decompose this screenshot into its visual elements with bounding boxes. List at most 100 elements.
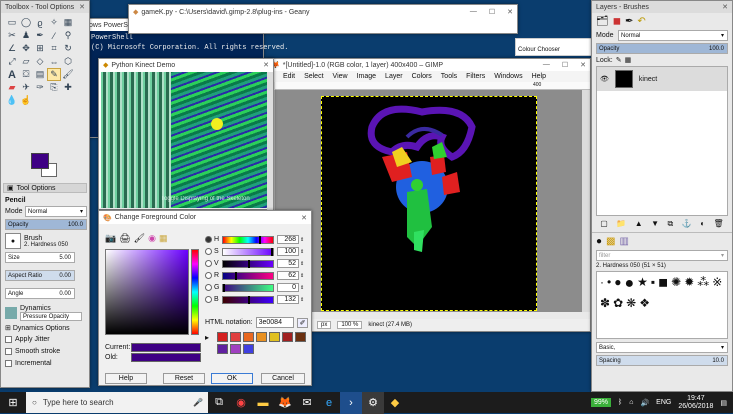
spacing-slider[interactable]: Spacing 10.0 bbox=[596, 355, 728, 366]
rect-select-icon[interactable]: ▭ bbox=[7, 17, 17, 27]
aspect-ratio-slider[interactable]: Aspect Ratio 0.00 bbox=[5, 270, 75, 281]
zoom-icon[interactable]: ⚲ bbox=[64, 30, 72, 40]
close-icon[interactable]: ✕ bbox=[79, 4, 85, 11]
kinect-demo-window[interactable]: ◆ Python Kinect Demo ✕ Toggle Displaying… bbox=[98, 58, 274, 210]
layer-mode-select[interactable]: Normal ▾ bbox=[618, 30, 728, 41]
brush-item[interactable]: ※ bbox=[712, 275, 723, 289]
battery-badge[interactable]: 99% bbox=[590, 398, 611, 407]
dynamics-select[interactable]: Pressure Opacity bbox=[20, 312, 82, 321]
raise-layer-icon[interactable]: ▲ bbox=[634, 219, 643, 228]
channel-radio[interactable] bbox=[205, 272, 212, 279]
foreground-color[interactable] bbox=[31, 153, 49, 169]
smudge-icon[interactable]: ☝ bbox=[20, 95, 32, 105]
watercolor-selector-icon[interactable]: ▦ bbox=[158, 233, 168, 243]
history-swatch[interactable] bbox=[269, 332, 280, 342]
canvas-area[interactable] bbox=[275, 90, 583, 312]
mask-icon[interactable]: ◐ bbox=[700, 219, 706, 228]
dynamics-options-expander[interactable]: ⊞ Dynamics Options bbox=[5, 325, 70, 332]
color-swatches[interactable] bbox=[31, 153, 59, 179]
brush-item[interactable]: ● bbox=[624, 275, 635, 292]
align-icon[interactable]: ⊞ bbox=[36, 43, 44, 53]
colour-chooser-tab[interactable]: Colour Chooser bbox=[515, 38, 593, 56]
brush-item[interactable]: ❋ bbox=[626, 296, 637, 310]
brush-item[interactable]: ◼ bbox=[658, 275, 669, 289]
spin-icon[interactable]: ⇕ bbox=[300, 236, 305, 243]
channel-value[interactable]: 62 bbox=[277, 271, 299, 280]
spin-icon[interactable]: ⇕ bbox=[300, 272, 305, 279]
history-swatch[interactable] bbox=[243, 332, 254, 342]
task-view-icon[interactable]: ⧉ bbox=[215, 396, 223, 408]
eyedropper-icon[interactable]: ✐ bbox=[296, 317, 309, 328]
help-button[interactable]: Help bbox=[105, 373, 147, 384]
zoom-select[interactable]: 100 % bbox=[337, 321, 363, 329]
menu-windows[interactable]: Windows bbox=[494, 73, 523, 80]
cmyk-selector-icon[interactable]: 🖨 bbox=[119, 233, 131, 243]
history-swatch[interactable] bbox=[230, 344, 241, 354]
incremental-checkbox[interactable]: Incremental bbox=[5, 360, 87, 367]
paintbrush-icon[interactable]: 🖌 bbox=[62, 69, 74, 79]
smooth-stroke-checkbox[interactable]: Smooth stroke bbox=[5, 348, 87, 355]
clone-icon[interactable]: ⎘ bbox=[50, 82, 58, 92]
measure-icon[interactable]: ∠ bbox=[7, 43, 17, 53]
patterns-tab-icon[interactable]: ▩ bbox=[606, 236, 616, 247]
language-indicator[interactable]: ENG bbox=[656, 399, 672, 406]
text-icon[interactable]: A bbox=[8, 68, 16, 81]
toolbox-window[interactable]: Toolbox - Tool Options ✕ ▭ ◯ ϱ ✧ ▦ ✂ ♟ ✒ … bbox=[0, 0, 90, 388]
channels-tab-icon[interactable]: ◼ bbox=[612, 16, 622, 27]
menu-edit[interactable]: Edit bbox=[283, 73, 296, 80]
spin-icon[interactable]: ⇕ bbox=[300, 296, 305, 303]
kinect-scrollbar[interactable] bbox=[267, 72, 273, 210]
brush-item[interactable]: ✺ bbox=[671, 275, 682, 289]
image-canvas[interactable] bbox=[321, 96, 537, 311]
minimize-icon[interactable]: — bbox=[469, 8, 477, 15]
channel-radio[interactable] bbox=[205, 296, 212, 303]
opacity-slider[interactable]: Opacity 100.0 bbox=[5, 219, 87, 230]
channel-value[interactable]: 0 bbox=[277, 283, 299, 292]
mode-select[interactable]: Normal ▾ bbox=[25, 206, 87, 217]
spin-icon[interactable]: ⇕ bbox=[300, 260, 305, 267]
brush-item[interactable]: • bbox=[607, 275, 612, 289]
ink-icon[interactable]: ✑ bbox=[36, 82, 44, 92]
brush-item[interactable]: ● bbox=[614, 275, 622, 289]
bucket-fill-icon[interactable]: ⛋ bbox=[22, 69, 30, 79]
color-select-icon[interactable]: ▦ bbox=[63, 17, 73, 27]
visibility-eye-icon[interactable]: 👁 bbox=[600, 76, 609, 83]
history-arrow-icon[interactable]: ▸ bbox=[205, 333, 210, 342]
delete-layer-icon[interactable]: 🗑 bbox=[713, 219, 724, 228]
channel-slider[interactable] bbox=[222, 283, 274, 292]
gimp-selector-icon[interactable]: 📷 bbox=[105, 233, 117, 243]
spin-icon[interactable]: ⇕ bbox=[300, 284, 305, 291]
fuzzy-select-icon[interactable]: ✧ bbox=[50, 17, 58, 27]
brush-item[interactable]: ★ bbox=[637, 275, 648, 289]
history-swatch[interactable] bbox=[230, 332, 241, 342]
channel-slider[interactable] bbox=[222, 247, 274, 256]
brush-item[interactable]: ✹ bbox=[684, 275, 695, 289]
ok-button[interactable]: OK bbox=[211, 373, 253, 384]
cage-icon[interactable]: ⬡ bbox=[64, 56, 72, 66]
notifications-icon[interactable]: ▤ bbox=[720, 399, 727, 407]
scale-icon[interactable]: ⤢ bbox=[8, 56, 16, 66]
ellipse-select-icon[interactable]: ◯ bbox=[20, 17, 32, 27]
fg-color-dialog[interactable]: 🎨 Change Foreground Color ✕ 📷 🖨 🖌 ◉ ▦ H 2… bbox=[98, 210, 312, 386]
shear-icon[interactable]: ▱ bbox=[22, 56, 30, 66]
close-icon[interactable]: ✕ bbox=[580, 62, 586, 69]
brush-item[interactable]: · bbox=[600, 275, 604, 289]
history-swatch[interactable] bbox=[295, 332, 306, 342]
channel-slider[interactable] bbox=[222, 271, 274, 280]
brushes-tab-icon[interactable]: ● bbox=[596, 236, 603, 247]
brush-preview[interactable]: ● bbox=[5, 233, 21, 249]
kinect-taskbar-icon[interactable]: ⚙ bbox=[362, 391, 384, 414]
angle-slider[interactable]: Angle 0.00 bbox=[5, 288, 75, 299]
gimp-taskbar-icon[interactable]: 🦊 bbox=[278, 397, 292, 409]
edge-icon[interactable]: e bbox=[325, 396, 333, 409]
paths-icon[interactable]: ✒ bbox=[36, 30, 44, 40]
brush-item[interactable]: ▪ bbox=[650, 275, 656, 289]
menu-select[interactable]: Select bbox=[304, 73, 324, 80]
clock-time[interactable]: 19:47 bbox=[687, 394, 705, 402]
duplicate-layer-icon[interactable]: ⧉ bbox=[667, 219, 674, 228]
color-picker-icon[interactable]: ⁄ bbox=[53, 30, 55, 41]
brush-item[interactable]: ✽ bbox=[600, 296, 611, 310]
chrome-icon[interactable]: ◉ bbox=[236, 397, 246, 409]
gradient-icon[interactable]: ▤ bbox=[35, 69, 45, 79]
history-swatch[interactable] bbox=[217, 332, 228, 342]
